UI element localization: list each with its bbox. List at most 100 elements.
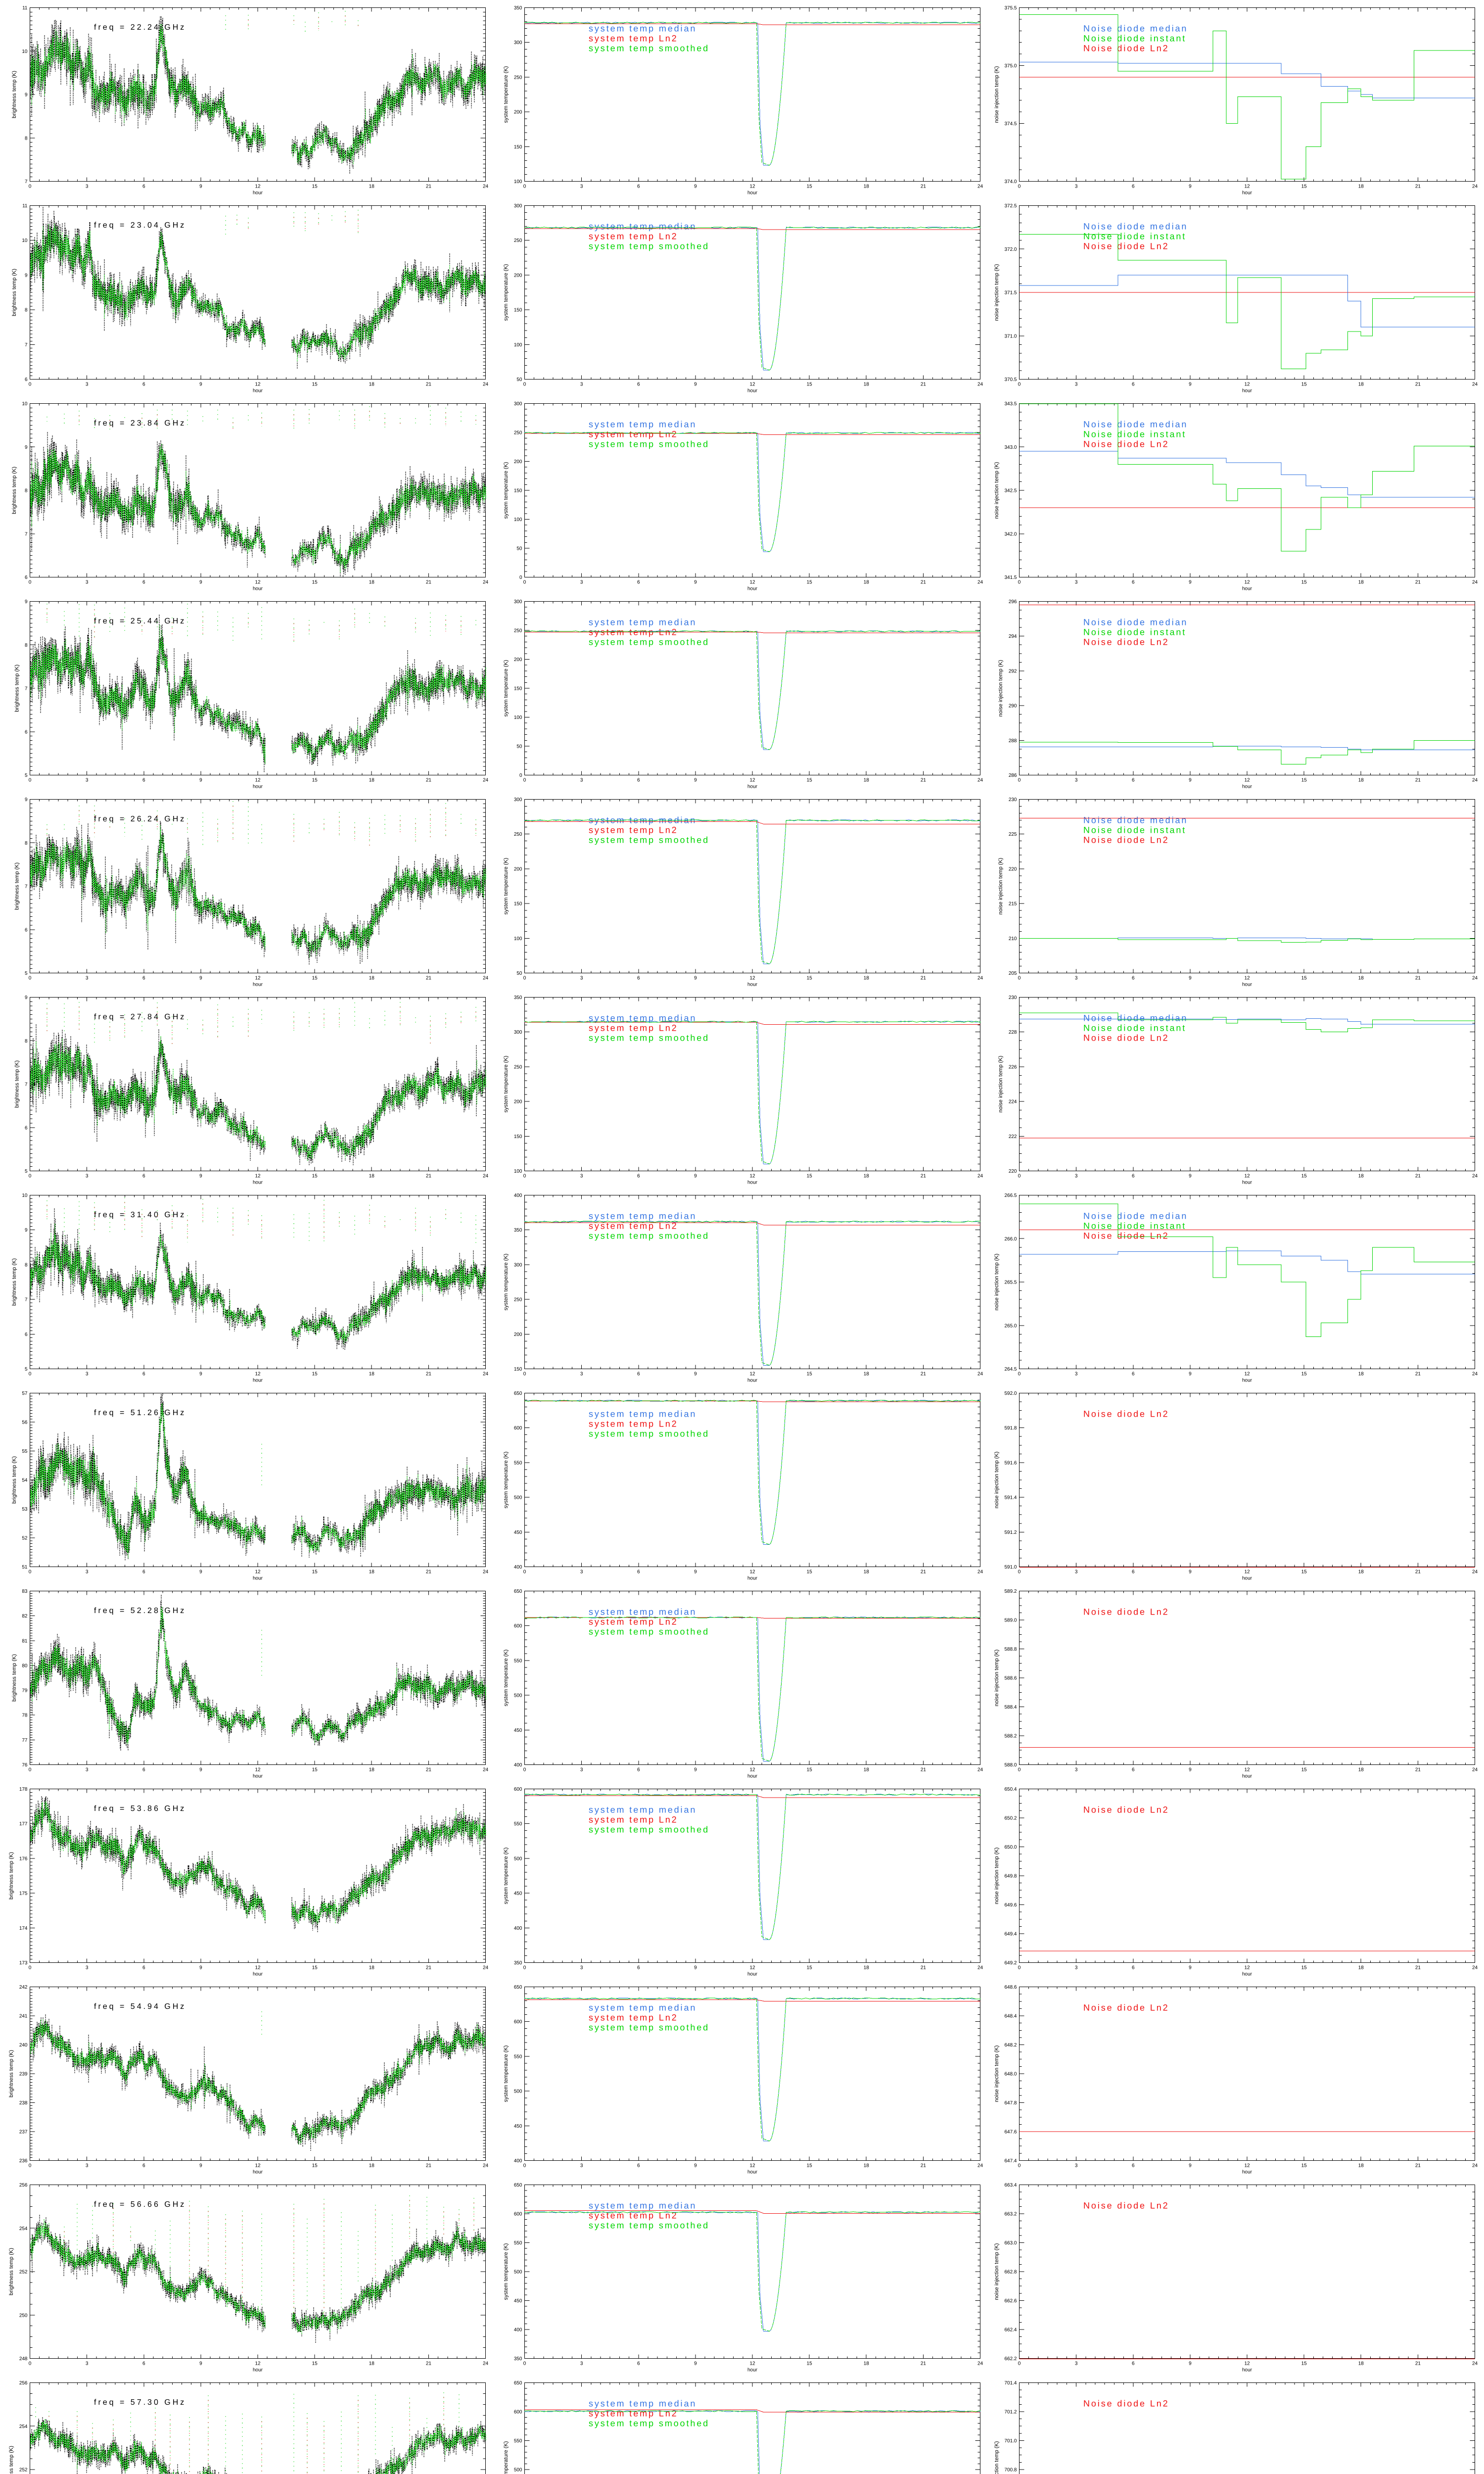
svg-text:3: 3: [86, 2163, 89, 2169]
svg-text:588.2: 588.2: [1004, 1734, 1017, 1739]
svg-text:588.6: 588.6: [1004, 1676, 1017, 1681]
svg-text:650: 650: [514, 2380, 522, 2386]
svg-text:6: 6: [142, 184, 145, 190]
svg-text:648.6: 648.6: [1004, 1985, 1017, 1990]
svg-text:18: 18: [864, 580, 870, 585]
svg-text:0: 0: [29, 1570, 32, 1575]
svg-text:system temp smoothed: system temp smoothed: [589, 1231, 709, 1241]
svg-text:hour: hour: [747, 982, 758, 988]
svg-text:10: 10: [22, 238, 28, 243]
svg-text:300: 300: [514, 599, 522, 605]
svg-text:24: 24: [483, 778, 489, 783]
svg-text:noise injection temp (K): noise injection temp (K): [994, 1650, 1000, 1707]
svg-text:6: 6: [142, 1372, 145, 1377]
svg-text:9: 9: [694, 580, 697, 585]
svg-text:178: 178: [19, 1787, 28, 1792]
svg-text:3: 3: [1075, 1372, 1078, 1377]
svg-text:50: 50: [516, 744, 522, 750]
svg-text:3: 3: [1075, 1174, 1078, 1179]
svg-text:265.5: 265.5: [1004, 1280, 1017, 1285]
svg-text:Noise diode median: Noise diode median: [1083, 222, 1188, 232]
svg-text:6: 6: [142, 382, 145, 387]
svg-text:15: 15: [807, 2361, 813, 2367]
svg-text:242: 242: [19, 1985, 28, 1990]
svg-text:588.8: 588.8: [1004, 1647, 1017, 1652]
svg-text:24: 24: [1472, 580, 1478, 585]
svg-text:9: 9: [25, 445, 28, 450]
svg-text:150: 150: [514, 686, 522, 692]
svg-text:0: 0: [29, 1767, 32, 1773]
svg-text:81: 81: [22, 1638, 28, 1644]
svg-text:21: 21: [426, 1965, 432, 1971]
svg-text:600: 600: [514, 1623, 522, 1629]
svg-text:brightness temp (K): brightness temp (K): [8, 2248, 14, 2295]
svg-text:3: 3: [580, 1767, 583, 1773]
svg-text:300: 300: [514, 203, 522, 209]
svg-text:system temperature (K): system temperature (K): [503, 462, 509, 519]
svg-text:noise injection temp (K): noise injection temp (K): [994, 1254, 1000, 1311]
svg-text:0: 0: [1018, 2361, 1021, 2367]
svg-text:24: 24: [483, 1372, 489, 1377]
svg-text:0: 0: [29, 382, 32, 387]
svg-text:system temp median: system temp median: [589, 2399, 696, 2409]
svg-text:200: 200: [514, 1099, 522, 1105]
svg-text:system temp Ln2: system temp Ln2: [589, 2409, 678, 2419]
svg-text:3: 3: [1075, 1965, 1078, 1971]
svg-text:Noise diode Ln2: Noise diode Ln2: [1083, 44, 1169, 53]
svg-text:450: 450: [514, 2124, 522, 2129]
svg-text:12: 12: [1244, 1570, 1250, 1575]
svg-text:18: 18: [864, 184, 870, 190]
svg-text:24: 24: [977, 1174, 983, 1179]
svg-text:15: 15: [807, 1965, 813, 1971]
svg-text:freq = 54.94 GHz: freq = 54.94 GHz: [94, 2002, 186, 2011]
svg-text:500: 500: [514, 1693, 522, 1699]
svg-text:Noise diode median: Noise diode median: [1083, 24, 1188, 34]
svg-text:9: 9: [1189, 1570, 1192, 1575]
svg-text:Noise diode instant: Noise diode instant: [1083, 1221, 1186, 1231]
svg-text:256: 256: [19, 2380, 28, 2386]
svg-text:265.0: 265.0: [1004, 1323, 1017, 1329]
svg-text:12: 12: [749, 184, 755, 190]
svg-text:noise injection temp (K): noise injection temp (K): [994, 264, 1000, 321]
svg-text:3: 3: [86, 1174, 89, 1179]
svg-text:3: 3: [86, 778, 89, 783]
svg-text:600: 600: [514, 1426, 522, 1431]
svg-text:12: 12: [1244, 1174, 1250, 1179]
svg-text:21: 21: [1415, 1372, 1421, 1377]
svg-text:hour: hour: [747, 1576, 758, 1581]
svg-text:hour: hour: [747, 586, 758, 592]
svg-text:18: 18: [369, 1767, 375, 1773]
svg-text:3: 3: [580, 2361, 583, 2367]
svg-text:9: 9: [199, 1372, 202, 1377]
svg-text:220: 220: [1009, 866, 1017, 872]
svg-text:150: 150: [514, 902, 522, 907]
svg-text:12: 12: [1244, 184, 1250, 190]
svg-text:266.0: 266.0: [1004, 1237, 1017, 1242]
svg-text:9: 9: [199, 2163, 202, 2169]
svg-text:18: 18: [864, 778, 870, 783]
svg-text:9: 9: [199, 976, 202, 981]
svg-text:647.4: 647.4: [1004, 2158, 1017, 2164]
svg-text:230: 230: [1009, 797, 1017, 803]
svg-text:588.0: 588.0: [1004, 1762, 1017, 1768]
svg-text:18: 18: [864, 1372, 870, 1377]
svg-text:256: 256: [19, 2183, 28, 2188]
svg-text:18: 18: [369, 1570, 375, 1575]
svg-text:0: 0: [1018, 1372, 1021, 1377]
svg-text:0: 0: [523, 976, 526, 981]
svg-text:noise injection temp (K): noise injection temp (K): [994, 1848, 1000, 1904]
svg-text:9: 9: [1189, 382, 1192, 387]
svg-text:230: 230: [1009, 995, 1017, 1000]
svg-text:200: 200: [514, 459, 522, 465]
svg-text:21: 21: [1415, 1174, 1421, 1179]
svg-text:21: 21: [1415, 1965, 1421, 1971]
svg-text:3: 3: [580, 2163, 583, 2169]
svg-text:18: 18: [864, 382, 870, 387]
svg-text:system temperature (K): system temperature (K): [503, 1848, 509, 1904]
svg-text:371.5: 371.5: [1004, 290, 1017, 296]
svg-text:system temperature (K): system temperature (K): [503, 660, 509, 717]
svg-text:228: 228: [1009, 1030, 1017, 1035]
svg-text:21: 21: [1415, 382, 1421, 387]
svg-text:system temp smoothed: system temp smoothed: [589, 2419, 709, 2428]
svg-text:0: 0: [29, 580, 32, 585]
